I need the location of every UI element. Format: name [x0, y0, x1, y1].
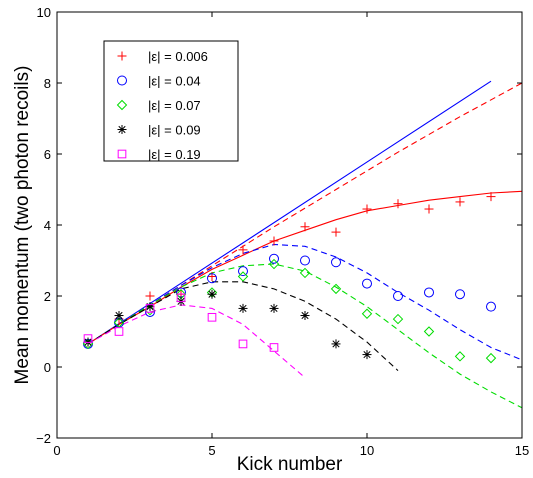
y-tick-label: 8 [44, 76, 51, 91]
data-point-circle [331, 257, 341, 268]
data-point-plus [393, 199, 403, 209]
data-point-circle [424, 287, 434, 298]
legend-box [103, 40, 239, 162]
data-point-plus [145, 291, 155, 301]
model-curve-7-dashed [87, 304, 306, 379]
data-point-diamond [299, 267, 311, 279]
x-tick-label: 10 [360, 443, 374, 458]
model-curve-6-dashed [87, 281, 399, 372]
data-point-diamond [392, 313, 404, 325]
data-point-plus [300, 222, 310, 232]
legend-entry: |ε| = 0.04 [117, 74, 201, 89]
y-axis-title: Mean momentum (two photon recoils) [12, 66, 33, 385]
series-5-markers [83, 293, 279, 352]
legend-marker-asterisk [117, 125, 127, 134]
data-point-asterisk [331, 339, 341, 349]
data-point-circle [393, 291, 403, 301]
legend-label: |ε| = 0.006 [148, 49, 208, 64]
legend: |ε| = 0.006 |ε| = 0.04 |ε| = 0.07 |ε| = 0.0… [103, 40, 239, 162]
data-point-diamond [423, 326, 435, 337]
data-point-diamond [268, 258, 280, 270]
data-point-diamond [330, 283, 342, 295]
data-point-asterisk [269, 303, 279, 313]
y-tick-label: −2 [36, 431, 51, 446]
data-point-asterisk [238, 303, 248, 313]
data-markers [82, 192, 497, 364]
y-tick-label: 6 [44, 147, 51, 162]
data-point-plus [486, 192, 496, 202]
data-point-square [145, 304, 155, 313]
data-point-circle [486, 301, 496, 312]
data-point-asterisk [362, 350, 372, 360]
x-tick-label: 15 [515, 443, 529, 458]
legend-marker-diamond [116, 99, 128, 111]
data-point-circle [362, 278, 372, 289]
legend-label: |ε| = 0.04 [148, 74, 201, 89]
x-tick-label: 5 [208, 443, 215, 458]
data-point-circle [300, 255, 310, 266]
y-tick-label: 10 [37, 5, 51, 20]
data-point-plus [331, 227, 341, 237]
data-point-diamond [485, 352, 497, 364]
x-tick-label: 0 [53, 443, 60, 458]
legend-label: |ε| = 0.19 [148, 147, 201, 162]
legend-marker-plus [117, 51, 127, 61]
x-axis-title: Kick number [237, 454, 343, 475]
data-point-diamond [237, 271, 249, 282]
data-point-asterisk [145, 302, 155, 312]
legend-entry: |ε| = 0.19 [117, 147, 201, 162]
data-point-circle [269, 253, 279, 264]
data-point-plus [269, 236, 279, 246]
data-point-square [207, 312, 217, 322]
data-point-circle [207, 273, 217, 284]
legend-marker-square [117, 149, 127, 159]
series-2-markers [83, 253, 496, 349]
data-point-plus [238, 245, 248, 255]
data-point-plus [362, 204, 372, 214]
data-point-square [238, 339, 248, 349]
model-curve-1-solid [87, 80, 492, 345]
y-tick-label: 2 [44, 289, 51, 304]
legend-entry: |ε| = 0.07 [116, 98, 201, 113]
data-point-diamond [361, 308, 373, 319]
data-point-square [269, 343, 279, 352]
y-tick-label: 0 [44, 360, 51, 375]
data-point-plus [424, 204, 434, 214]
legend-label: |ε| = 0.07 [148, 98, 201, 113]
y-tick-label: 4 [44, 218, 51, 233]
data-point-diamond [113, 317, 125, 328]
model-curves [87, 80, 523, 409]
model-curve-5-dashed [87, 263, 523, 409]
data-point-asterisk [207, 289, 217, 299]
data-point-circle [238, 266, 248, 277]
legend-entry: |ε| = 0.006 [117, 49, 208, 64]
data-point-asterisk [114, 311, 124, 321]
legend-entry: |ε| = 0.09 [117, 123, 201, 138]
data-point-plus [455, 197, 465, 207]
data-point-diamond [144, 304, 156, 316]
data-point-circle [455, 289, 465, 300]
data-point-diamond [454, 351, 466, 362]
legend-label: |ε| = 0.09 [148, 123, 201, 138]
legend-marker-circle [117, 75, 127, 86]
data-point-square [176, 293, 186, 303]
data-point-square [114, 327, 124, 336]
data-point-square [83, 334, 93, 343]
data-point-asterisk [300, 311, 310, 321]
